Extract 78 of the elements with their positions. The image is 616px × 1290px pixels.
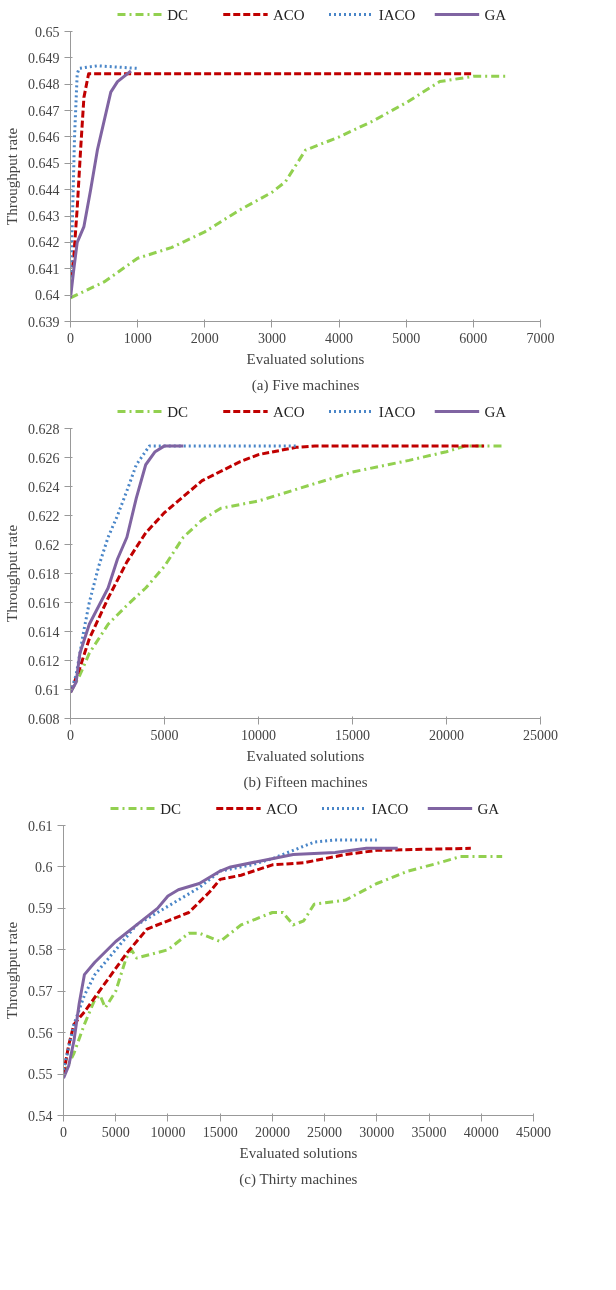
y-tick-label: 0.56 bbox=[28, 1025, 53, 1041]
y-tick-label: 0.614 bbox=[28, 624, 60, 640]
x-tick-label: 5000 bbox=[150, 727, 179, 743]
legend-label: DC bbox=[167, 403, 189, 420]
legend-label: GA bbox=[477, 800, 500, 817]
x-tick-label: 25000 bbox=[523, 727, 558, 743]
y-tick-label: 0.643 bbox=[28, 209, 60, 225]
y-tick-label: 0.648 bbox=[28, 77, 60, 93]
x-tick-label: 45000 bbox=[516, 1124, 551, 1140]
x-tick-label: 15000 bbox=[202, 1124, 238, 1140]
y-tick-label: 0.641 bbox=[28, 261, 60, 277]
legend-label: IACO bbox=[371, 800, 409, 817]
text: (c) Thirty machines bbox=[239, 1170, 358, 1188]
y-tick-label: 0.616 bbox=[28, 595, 60, 611]
x-tick-label: 2000 bbox=[190, 330, 219, 346]
text: (a) Five machines bbox=[251, 376, 360, 394]
y-tick-label: 0.59 bbox=[28, 901, 53, 917]
x-tick-label: 25000 bbox=[307, 1124, 343, 1140]
y-tick-label: 0.618 bbox=[28, 566, 60, 582]
y-tick-label: 0.58 bbox=[28, 942, 53, 958]
legend-label: GA bbox=[484, 6, 507, 23]
x-tick-label: 7000 bbox=[526, 330, 555, 346]
x-tick-label: 0 bbox=[67, 330, 74, 346]
y-tick-label: 0.62 bbox=[35, 537, 60, 553]
x-axis-title: Evaluated solutions bbox=[239, 1144, 358, 1161]
x-tick-label: 6000 bbox=[459, 330, 488, 346]
legend-label: ACO bbox=[265, 800, 298, 817]
y-tick-label: 0.645 bbox=[28, 156, 60, 172]
y-tick-label: 0.646 bbox=[28, 129, 60, 145]
x-tick-label: 0 bbox=[67, 727, 74, 743]
y-tick-label: 0.644 bbox=[28, 182, 60, 198]
legend-label: IACO bbox=[378, 403, 416, 420]
x-axis-title: Evaluated solutions bbox=[246, 747, 365, 764]
x-axis-title: Evaluated solutions bbox=[246, 350, 365, 367]
y-tick-label: 0.642 bbox=[28, 235, 60, 251]
y-tick-label: 0.622 bbox=[28, 508, 60, 524]
legend-label: IACO bbox=[378, 6, 416, 23]
y-tick-label: 0.612 bbox=[28, 653, 60, 669]
text: (b) Fifteen machines bbox=[243, 773, 368, 791]
legend-label: DC bbox=[167, 6, 189, 23]
y-axis-title: Throughput rate bbox=[4, 127, 20, 226]
y-tick-label: 0.57 bbox=[28, 984, 53, 1000]
x-tick-label: 0 bbox=[60, 1124, 67, 1140]
y-tick-label: 0.54 bbox=[28, 1108, 53, 1124]
y-tick-label: 0.647 bbox=[28, 103, 60, 119]
y-tick-label: 0.61 bbox=[28, 818, 53, 834]
legend-label: DC bbox=[160, 800, 182, 817]
legend-label: ACO bbox=[272, 403, 305, 420]
y-axis-title: Throughput rate bbox=[4, 524, 20, 623]
y-tick-label: 0.608 bbox=[28, 711, 60, 727]
y-tick-label: 0.55 bbox=[28, 1067, 53, 1083]
x-tick-label: 4000 bbox=[325, 330, 354, 346]
y-tick-label: 0.626 bbox=[28, 450, 60, 466]
x-tick-label: 40000 bbox=[463, 1124, 499, 1140]
y-tick-label: 0.65 bbox=[35, 24, 60, 40]
x-tick-label: 15000 bbox=[335, 727, 370, 743]
line-series bbox=[70, 444, 185, 694]
x-tick-label: 3000 bbox=[257, 330, 286, 346]
x-tick-label: 5000 bbox=[101, 1124, 130, 1140]
y-tick-label: 0.639 bbox=[28, 314, 60, 330]
y-tick-label: 0.64 bbox=[35, 288, 60, 304]
legend-label: ACO bbox=[272, 6, 305, 23]
x-tick-label: 20000 bbox=[254, 1124, 290, 1140]
line-series bbox=[70, 69, 133, 300]
y-tick-label: 0.628 bbox=[28, 421, 60, 437]
y-tick-label: 0.61 bbox=[35, 682, 60, 698]
x-tick-label: 35000 bbox=[411, 1124, 447, 1140]
y-tick-label: 0.6 bbox=[35, 859, 53, 875]
x-tick-label: 10000 bbox=[241, 727, 276, 743]
x-tick-label: 1000 bbox=[123, 330, 152, 346]
y-tick-label: 0.624 bbox=[28, 479, 60, 495]
y-tick-label: 0.649 bbox=[28, 50, 60, 66]
y-axis-title: Throughput rate bbox=[4, 921, 20, 1020]
x-tick-label: 10000 bbox=[150, 1124, 186, 1140]
x-tick-label: 30000 bbox=[359, 1124, 395, 1140]
legend-label: GA bbox=[484, 403, 507, 420]
x-tick-label: 20000 bbox=[429, 727, 464, 743]
x-tick-label: 5000 bbox=[392, 330, 421, 346]
